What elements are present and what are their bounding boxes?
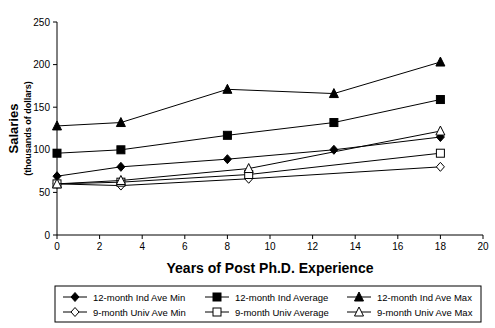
series-point <box>223 84 232 93</box>
series-point <box>117 162 125 171</box>
legend-marker <box>355 292 364 301</box>
series-point <box>244 164 253 173</box>
chart: 0 50 100 150 200 250 0 2 4 6 8 10 12 14 16 18 20 Years of… <box>0 0 495 328</box>
y-tick <box>53 107 57 108</box>
legend-marker <box>213 293 221 301</box>
legend-label: 9-month Univ Average <box>235 307 329 318</box>
series-point <box>117 146 125 154</box>
x-tick-label: 2 <box>97 241 103 252</box>
series-point <box>436 96 444 104</box>
series-point <box>330 119 338 127</box>
x-tick <box>483 235 484 239</box>
series-point <box>436 126 445 135</box>
y-axis-subtitle: (thousands of dollars) <box>23 81 33 176</box>
y-tick <box>53 192 57 193</box>
x-tick <box>312 235 313 239</box>
series-line <box>57 62 440 126</box>
x-tick <box>142 235 143 239</box>
x-tick-label: 10 <box>264 241 276 252</box>
x-tick <box>355 235 356 239</box>
series-point <box>53 179 61 188</box>
y-tick <box>53 64 57 65</box>
y-tick-label: 150 <box>33 102 50 113</box>
y-tick-label: 200 <box>33 59 50 70</box>
x-tick-label: 12 <box>307 241 319 252</box>
series-point <box>436 162 444 171</box>
x-tick-label: 0 <box>54 241 60 252</box>
legend-label: 12-month Ind Ave Min <box>93 292 185 303</box>
series-line <box>57 100 440 154</box>
x-tick-label: 20 <box>477 241 489 252</box>
x-tick <box>57 235 58 239</box>
series-point <box>223 155 231 164</box>
series-point <box>223 131 231 139</box>
y-tick-label: 100 <box>33 144 50 155</box>
x-axis-title: Years of Post Ph.D. Experience <box>167 260 374 276</box>
y-tick <box>53 22 57 23</box>
x-tick-label: 8 <box>225 241 231 252</box>
series-point <box>329 89 338 98</box>
legend-marker <box>213 308 221 316</box>
x-tick <box>270 235 271 239</box>
legend-marker <box>71 293 79 302</box>
legend-box <box>55 286 481 322</box>
series-point <box>330 145 338 154</box>
legend-label: 12-month Ind Average <box>235 292 328 303</box>
x-tick-label: 16 <box>392 241 404 252</box>
x-tick <box>440 235 441 239</box>
plot-marks <box>53 57 445 190</box>
series-point <box>53 180 61 188</box>
y-tick-label: 250 <box>33 17 50 28</box>
series-point <box>116 175 125 184</box>
legend-label: 12-month Ind Ave Max <box>377 292 472 303</box>
x-tick <box>227 235 228 239</box>
series-point <box>53 149 61 157</box>
x-tick <box>99 235 100 239</box>
legend-marker <box>355 307 364 316</box>
series-line <box>57 153 440 184</box>
x-tick <box>397 235 398 239</box>
y-axis-title: Salaries <box>6 104 21 154</box>
x-tick-label: 6 <box>182 241 188 252</box>
series-point <box>436 149 444 157</box>
series-line <box>57 131 440 184</box>
legend-label: 9-month Univ Ave Min <box>93 307 186 318</box>
x-tick-label: 18 <box>435 241 447 252</box>
series-point <box>116 118 125 127</box>
x-tick-label: 4 <box>139 241 145 252</box>
y-tick <box>53 235 57 236</box>
legend-marker <box>71 308 79 317</box>
y-tick-label: 0 <box>44 230 50 241</box>
x-tick-label: 14 <box>350 241 362 252</box>
x-tick <box>184 235 185 239</box>
series-point <box>436 57 445 66</box>
series-point <box>53 179 62 188</box>
legend-label: 9-month Univ Ave Max <box>377 307 473 318</box>
series-point <box>53 121 62 130</box>
y-tick-label: 50 <box>39 187 51 198</box>
